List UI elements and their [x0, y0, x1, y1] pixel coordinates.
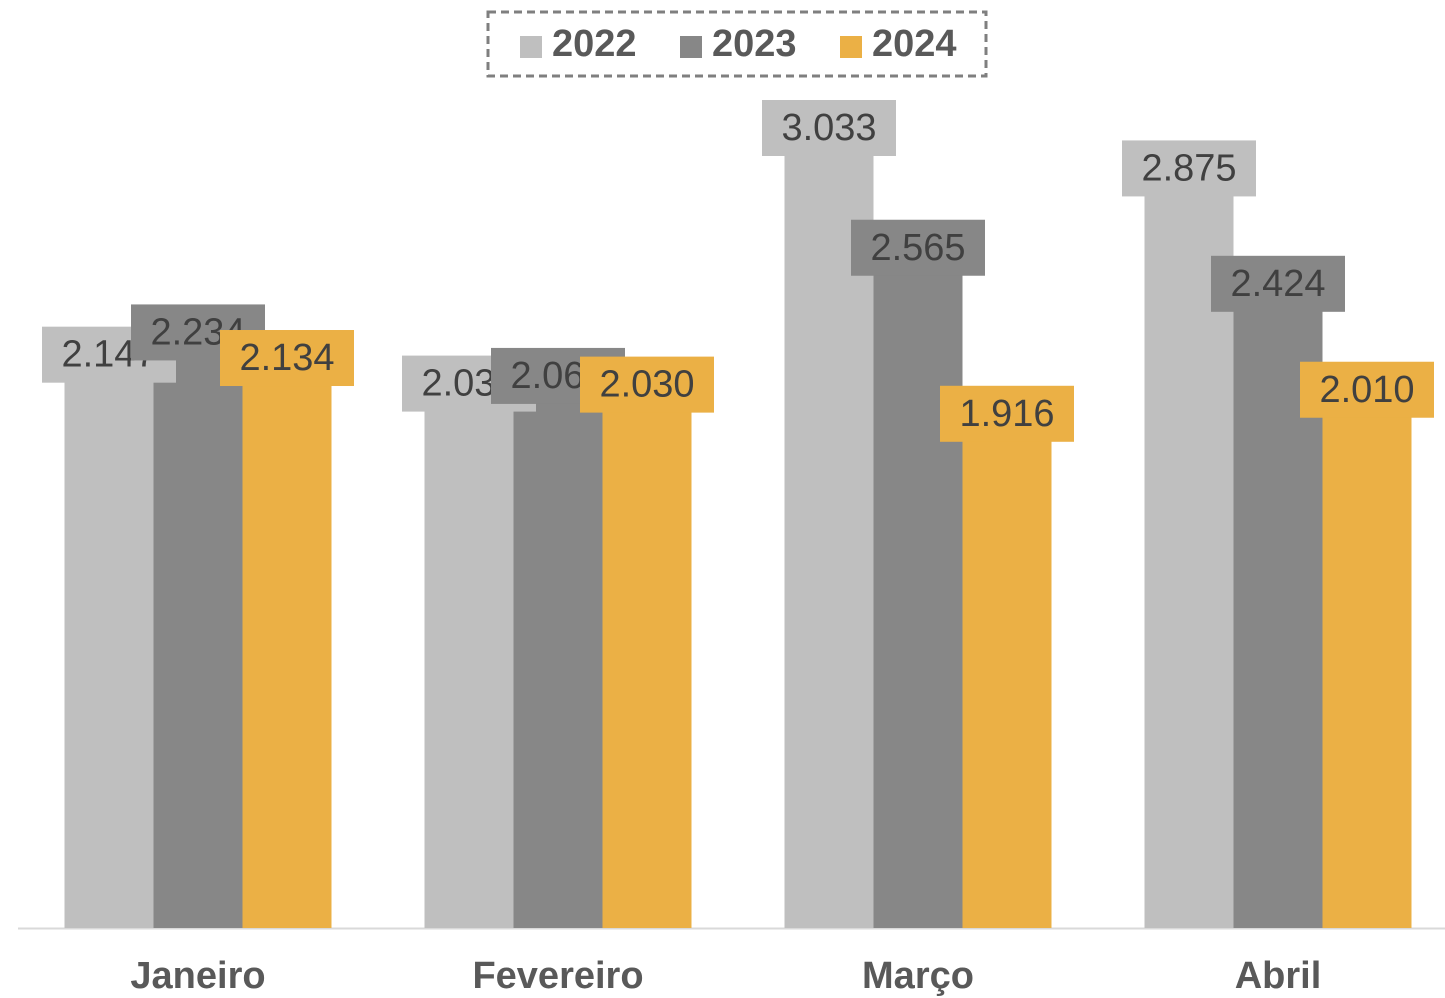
- legend-swatch: [520, 36, 542, 58]
- x-tick-label: Janeiro: [130, 955, 265, 997]
- data-label: 2.875: [1141, 147, 1236, 189]
- x-tick-label: Fevereiro: [472, 955, 643, 997]
- bar: [1322, 413, 1412, 928]
- data-label-box: [1122, 140, 1256, 197]
- data-label: 2.134: [239, 337, 334, 379]
- bar: [242, 382, 332, 928]
- data-label-box: [580, 356, 714, 413]
- bar: [602, 408, 692, 928]
- legend-label: 2024: [872, 23, 957, 65]
- data-label-box: [851, 219, 985, 276]
- data-label: 2.010: [1319, 369, 1414, 411]
- bar: [1144, 192, 1234, 928]
- bar: [153, 356, 243, 928]
- bar: [513, 399, 603, 928]
- data-label: 2.030: [599, 364, 694, 406]
- data-label-box: [220, 330, 354, 387]
- data-label: 2.565: [870, 227, 965, 269]
- bar: [424, 407, 514, 928]
- legend-label: 2023: [712, 23, 797, 65]
- x-tick-label: Abril: [1235, 955, 1322, 997]
- bar: [784, 152, 874, 928]
- x-tick-label: Março: [862, 955, 974, 997]
- bar: [64, 378, 154, 928]
- data-label-box: [1300, 361, 1434, 418]
- legend-swatch: [840, 36, 862, 58]
- data-label-box: [1211, 255, 1345, 312]
- data-label-box: [762, 100, 896, 156]
- bar: [873, 271, 963, 928]
- bar: [962, 437, 1052, 928]
- data-label: 3.033: [781, 107, 876, 149]
- data-label: 2.424: [1230, 263, 1325, 305]
- legend-label: 2022: [552, 23, 637, 65]
- legend-box: [486, 10, 988, 78]
- data-label-box: [940, 385, 1074, 442]
- legend-swatch: [680, 36, 702, 58]
- data-label: 1.916: [959, 393, 1054, 435]
